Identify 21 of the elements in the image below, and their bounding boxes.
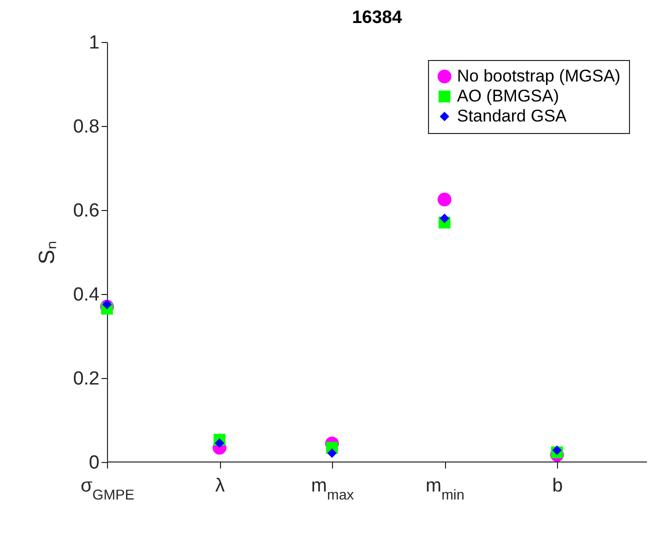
point [327,448,337,458]
x-tick-label: m$_{min}$ [426,476,464,504]
x-tick-label: λ [215,476,226,496]
x-tick-label: b [552,476,563,496]
legend-label: No bootstrap (MGSA) [457,66,620,86]
point [440,214,450,224]
point [438,192,452,206]
y-tick-label: 0.2 [73,368,100,390]
y-tick-label: 0.8 [73,116,100,138]
point [552,445,562,455]
y-tick-label: 0.4 [73,284,100,306]
point [214,438,224,448]
y-tick-label: 1 [88,32,100,54]
x-tick-label: σ$_{GMPE}$ [80,476,134,504]
legend-label: Standard GSA [457,106,568,126]
y-tick-label: 0 [88,452,100,474]
legend-label: AO (BMGSA) [457,86,560,106]
y-tick-label: 0.6 [73,200,100,222]
chart-title: 16384 [352,7,402,27]
y-axis-title: Sₙ [34,240,60,264]
x-tick-label: m$_{max}$ [311,476,354,504]
